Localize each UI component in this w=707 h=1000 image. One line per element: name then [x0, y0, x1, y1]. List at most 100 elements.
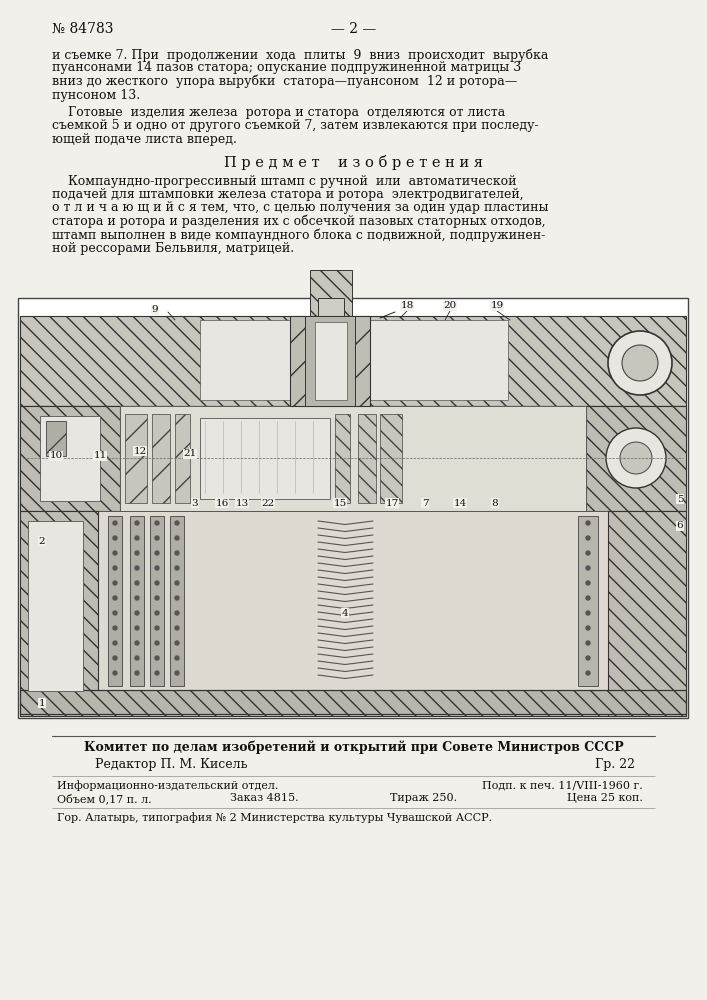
Text: статора и ротора и разделения их с обсечкой пазовых статорных отходов,: статора и ротора и разделения их с обсеч… [52, 215, 546, 229]
Text: 5: 5 [677, 494, 683, 504]
Circle shape [155, 641, 159, 645]
Circle shape [113, 671, 117, 675]
Text: Редактор П. М. Кисель: Редактор П. М. Кисель [95, 758, 247, 771]
Circle shape [135, 671, 139, 675]
Circle shape [155, 626, 159, 630]
Circle shape [620, 442, 652, 474]
Circle shape [622, 345, 658, 381]
Bar [200, 418, 330, 499]
Bar [380, 414, 402, 503]
Text: 3: 3 [192, 498, 198, 508]
Bar [290, 316, 370, 406]
Circle shape [113, 596, 117, 600]
Circle shape [175, 671, 179, 675]
Bar [20, 316, 686, 406]
Bar [170, 516, 184, 686]
Bar [46, 421, 66, 456]
Circle shape [155, 536, 159, 540]
Bar [28, 521, 83, 691]
Text: 4: 4 [341, 608, 349, 617]
Text: № 84783: № 84783 [52, 22, 114, 36]
Text: пунсоном 13.: пунсоном 13. [52, 89, 140, 102]
Circle shape [135, 626, 139, 630]
Circle shape [113, 536, 117, 540]
Text: 12: 12 [134, 446, 146, 456]
Circle shape [175, 611, 179, 615]
Circle shape [586, 536, 590, 540]
Circle shape [175, 551, 179, 555]
Bar [20, 406, 686, 511]
Text: 8: 8 [491, 498, 498, 508]
Bar [130, 516, 144, 686]
Circle shape [155, 521, 159, 525]
Text: Информационно-издательский отдел.: Информационно-издательский отдел. [57, 780, 279, 791]
Circle shape [155, 671, 159, 675]
Text: Заказ 4815.: Заказ 4815. [230, 793, 298, 803]
Bar [20, 690, 686, 714]
Text: 13: 13 [235, 498, 249, 508]
Circle shape [135, 596, 139, 600]
Text: — 2 —: — 2 — [332, 22, 377, 36]
Circle shape [135, 521, 139, 525]
Bar [108, 516, 122, 686]
Circle shape [175, 656, 179, 660]
Circle shape [586, 521, 590, 525]
Circle shape [113, 626, 117, 630]
Text: П р е д м е т    и з о б р е т е н и я: П р е д м е т и з о б р е т е н и я [225, 154, 484, 169]
Text: штамп выполнен в виде компаундного блока с подвижной, подпружинен-: штамп выполнен в виде компаундного блока… [52, 229, 545, 242]
Bar [358, 414, 376, 503]
Circle shape [113, 656, 117, 660]
Text: Тираж 250.: Тираж 250. [390, 793, 457, 803]
Text: 17: 17 [385, 498, 399, 508]
Bar [20, 511, 98, 716]
Text: 14: 14 [453, 498, 467, 508]
Circle shape [135, 566, 139, 570]
Bar [18, 298, 688, 718]
Bar [125, 414, 147, 503]
Circle shape [175, 626, 179, 630]
Circle shape [586, 656, 590, 660]
Text: 11: 11 [93, 452, 107, 460]
Circle shape [175, 581, 179, 585]
Bar [305, 316, 355, 406]
Bar [152, 414, 170, 503]
Circle shape [113, 566, 117, 570]
Circle shape [586, 611, 590, 615]
Circle shape [135, 581, 139, 585]
Text: 15: 15 [334, 498, 346, 508]
Circle shape [135, 536, 139, 540]
Bar [40, 416, 100, 501]
Circle shape [586, 581, 590, 585]
Bar [310, 270, 352, 320]
Circle shape [586, 596, 590, 600]
Circle shape [586, 641, 590, 645]
Circle shape [175, 596, 179, 600]
Text: 1: 1 [39, 698, 45, 708]
Text: 6: 6 [677, 522, 683, 530]
Circle shape [113, 611, 117, 615]
Text: 18: 18 [400, 302, 414, 310]
Circle shape [606, 428, 666, 488]
Text: 7: 7 [421, 498, 428, 508]
Circle shape [155, 656, 159, 660]
Circle shape [175, 566, 179, 570]
Text: Гор. Алатырь, типография № 2 Министерства культуры Чувашской АССР.: Гор. Алатырь, типография № 2 Министерств… [57, 812, 492, 823]
Circle shape [586, 551, 590, 555]
Circle shape [135, 641, 139, 645]
Bar [200, 320, 508, 400]
Circle shape [155, 551, 159, 555]
Text: 21: 21 [183, 450, 197, 458]
Text: 10: 10 [49, 452, 63, 460]
Circle shape [586, 671, 590, 675]
Circle shape [113, 521, 117, 525]
Bar [175, 414, 190, 503]
Text: 9: 9 [152, 306, 158, 314]
Bar [120, 406, 586, 511]
Circle shape [155, 566, 159, 570]
Circle shape [155, 581, 159, 585]
Circle shape [155, 611, 159, 615]
Text: Готовые  изделия железа  ротора и статора  отделяются от листа: Готовые изделия железа ротора и статора … [52, 106, 506, 119]
Bar [578, 516, 598, 686]
Bar [586, 406, 686, 511]
Text: 16: 16 [216, 498, 228, 508]
